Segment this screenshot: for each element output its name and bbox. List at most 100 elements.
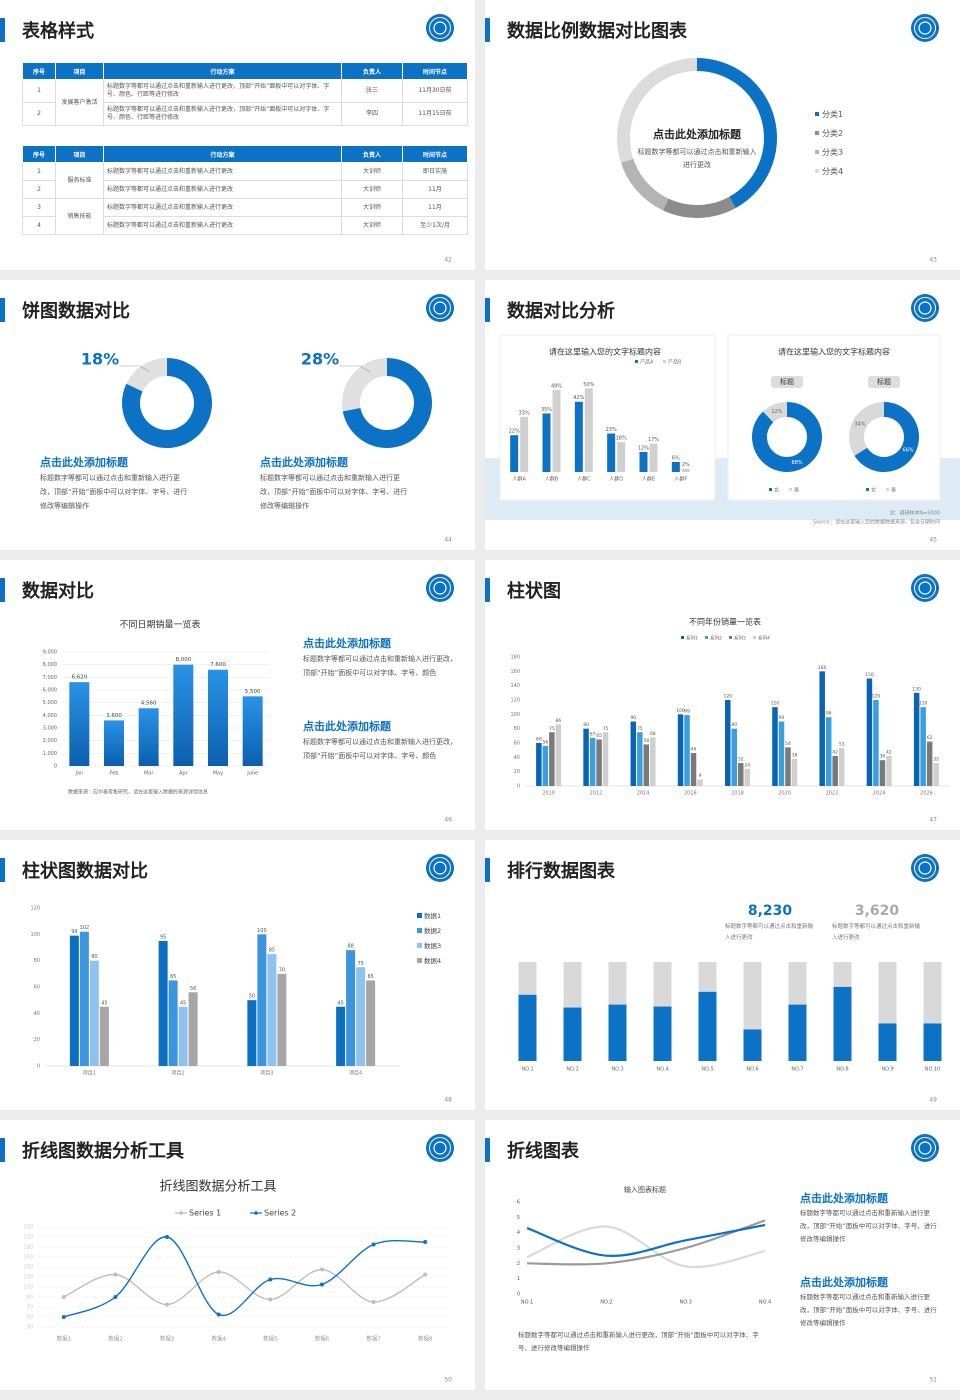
table-header-cell: 序号 — [22, 145, 56, 163]
slide-title: 饼图数据对比 — [22, 301, 130, 322]
logo — [911, 14, 939, 42]
x-tick-label: 项目3 — [260, 1071, 273, 1077]
block-heading: 点击此处添加标题 — [303, 720, 391, 733]
y-tick-label: 0 — [54, 764, 57, 770]
x-tick-label: NO.5 — [701, 1067, 713, 1073]
table-header-row: 序号 项目 行动方案 负责人 时间节点 — [22, 62, 468, 80]
logo — [426, 1134, 454, 1162]
x-tick-label: 2016 — [684, 791, 697, 797]
bar-segment — [788, 1004, 807, 1061]
value-label: 45 — [337, 1000, 343, 1006]
logo-core — [433, 21, 447, 35]
bar-segment — [833, 962, 852, 987]
block-text: 标题数字等都可以通过点击和重新输入进行更改，顶部“开始”面板中可以对字体、字号、… — [40, 474, 188, 510]
bar — [778, 721, 785, 786]
bar-segment — [608, 1004, 627, 1061]
bar — [346, 950, 356, 1066]
page-number: 43 — [929, 257, 937, 264]
table-cell: 标题数字等都可以通过点击和重新输入进行更改 — [103, 180, 342, 199]
page-number: 51 — [929, 1377, 937, 1384]
legend-label: 分类4 — [822, 166, 843, 176]
value-label: 6,620 — [71, 675, 87, 681]
point — [113, 1295, 118, 1299]
table-header-cell: 项目 — [55, 145, 104, 163]
donut-segment — [662, 196, 736, 218]
table-header-cell: 负责人 — [341, 145, 403, 163]
slide: 50 折线图数据分析工具 30 50 70 90 110 130 150 170 190 210 230… — [0, 1120, 475, 1390]
x-tick-label: 项目1 — [83, 1071, 96, 1077]
logo — [911, 574, 939, 602]
bar — [819, 671, 825, 786]
y-tick-label: 130 — [23, 1275, 33, 1281]
table-header-cell: 行动方案 — [103, 62, 342, 80]
x-tick-label: Mar — [144, 771, 154, 777]
table-cell: 大训师 — [341, 162, 403, 181]
point — [113, 1272, 118, 1277]
slide-canvas: 43 分类1 分类2 分类3 分类4 — [485, 14, 939, 264]
y-tick-label: 50 — [27, 1315, 33, 1321]
slide-canvas: 49 8,230 3,620 NO.1 NO.2 NO.3 NO.4 NO.5 NO.6 NO.7… — [485, 854, 942, 1104]
x-tick-label: 人群D — [609, 476, 623, 483]
bar — [584, 388, 593, 472]
value-label: 46 — [691, 747, 697, 753]
legend-swatch — [789, 488, 792, 491]
bar — [649, 443, 658, 472]
point — [319, 1282, 324, 1287]
slide-canvas: 48 0 20 40 60 80 100 120 项目1 项目2 项目3 项目4 99 95 50 45 102… — [0, 854, 454, 1104]
y-tick-label: 6,000 — [43, 688, 57, 694]
logo — [426, 14, 454, 42]
bar — [731, 728, 737, 786]
slide-canvas: 42 — [0, 14, 454, 264]
value-label: 130 — [912, 686, 921, 692]
point — [423, 1272, 428, 1277]
slide: 47 不同年份销量一览表 系列1 系列2 系列3 系列4 0 20 40 60 80 100 120 14… — [485, 560, 960, 830]
value-label: 56 — [190, 986, 196, 992]
bar — [336, 1006, 346, 1066]
bar — [681, 468, 690, 472]
slide-title: 折线图数据分析工具 — [22, 1141, 184, 1162]
x-tick-label: 2010 — [542, 791, 555, 797]
bar — [173, 664, 194, 766]
y-tick-label: 5 — [517, 1215, 520, 1221]
value-label: 60 — [536, 737, 542, 743]
bar — [933, 763, 939, 786]
x-tick-label: NO.3 — [680, 1300, 692, 1306]
logo-ring — [429, 17, 451, 39]
table-row: 1 服务标准 标题数字等都可以通过点击和重新输入进行更改 大训师 即日实施 — [22, 162, 468, 199]
slide: 44 18% 28% 饼图数据对比 点击此处添加标题 标题数字等都可以通过点击和重新输入进… — [0, 280, 475, 550]
leader-line — [340, 365, 371, 373]
table-cell: 11月15日前 — [402, 102, 468, 126]
logo-core — [918, 301, 932, 315]
slide-title: 数据比例数据对比图表 — [507, 21, 687, 42]
x-tick-label: Jan — [74, 771, 83, 777]
title-bar — [485, 1138, 490, 1162]
value-label: 49% — [551, 384, 562, 390]
legend-label: 数据4 — [424, 956, 441, 965]
donut-segment — [126, 358, 167, 392]
legend-swatch — [815, 131, 819, 135]
value-label: 45 — [180, 1000, 186, 1006]
table-cell: 发展客户激活 — [55, 79, 104, 126]
chart-title: 折线图数据分析工具 — [159, 1180, 276, 1195]
bar — [178, 1006, 188, 1066]
legend-swatch — [417, 913, 422, 918]
legend-label: 产品B — [668, 359, 682, 366]
table-cell: 李四 — [341, 102, 403, 126]
x-tick-label: 数据1 — [57, 1335, 72, 1343]
stat-text: 标题数字等都可以通过点击和重新输入进行更改 — [832, 924, 921, 941]
value-label: 110 — [919, 701, 928, 707]
bar — [589, 737, 596, 786]
bar — [772, 707, 778, 786]
bar — [267, 954, 277, 1066]
y-tick-label: 150 — [23, 1265, 33, 1271]
value-label: 36 — [880, 754, 886, 760]
x-tick-label: 2022 — [826, 791, 839, 797]
table-cell: 标题数字等都可以通过点击和重新输入进行更改 — [103, 216, 342, 235]
y-tick-label: 60 — [514, 741, 520, 747]
bar-segment — [923, 962, 942, 1024]
bar — [697, 779, 703, 786]
value-label: 75 — [357, 961, 363, 967]
chart-title: 请在这里输入您的文字标题内容 — [778, 347, 890, 357]
bar — [602, 732, 609, 786]
bar — [920, 707, 926, 786]
